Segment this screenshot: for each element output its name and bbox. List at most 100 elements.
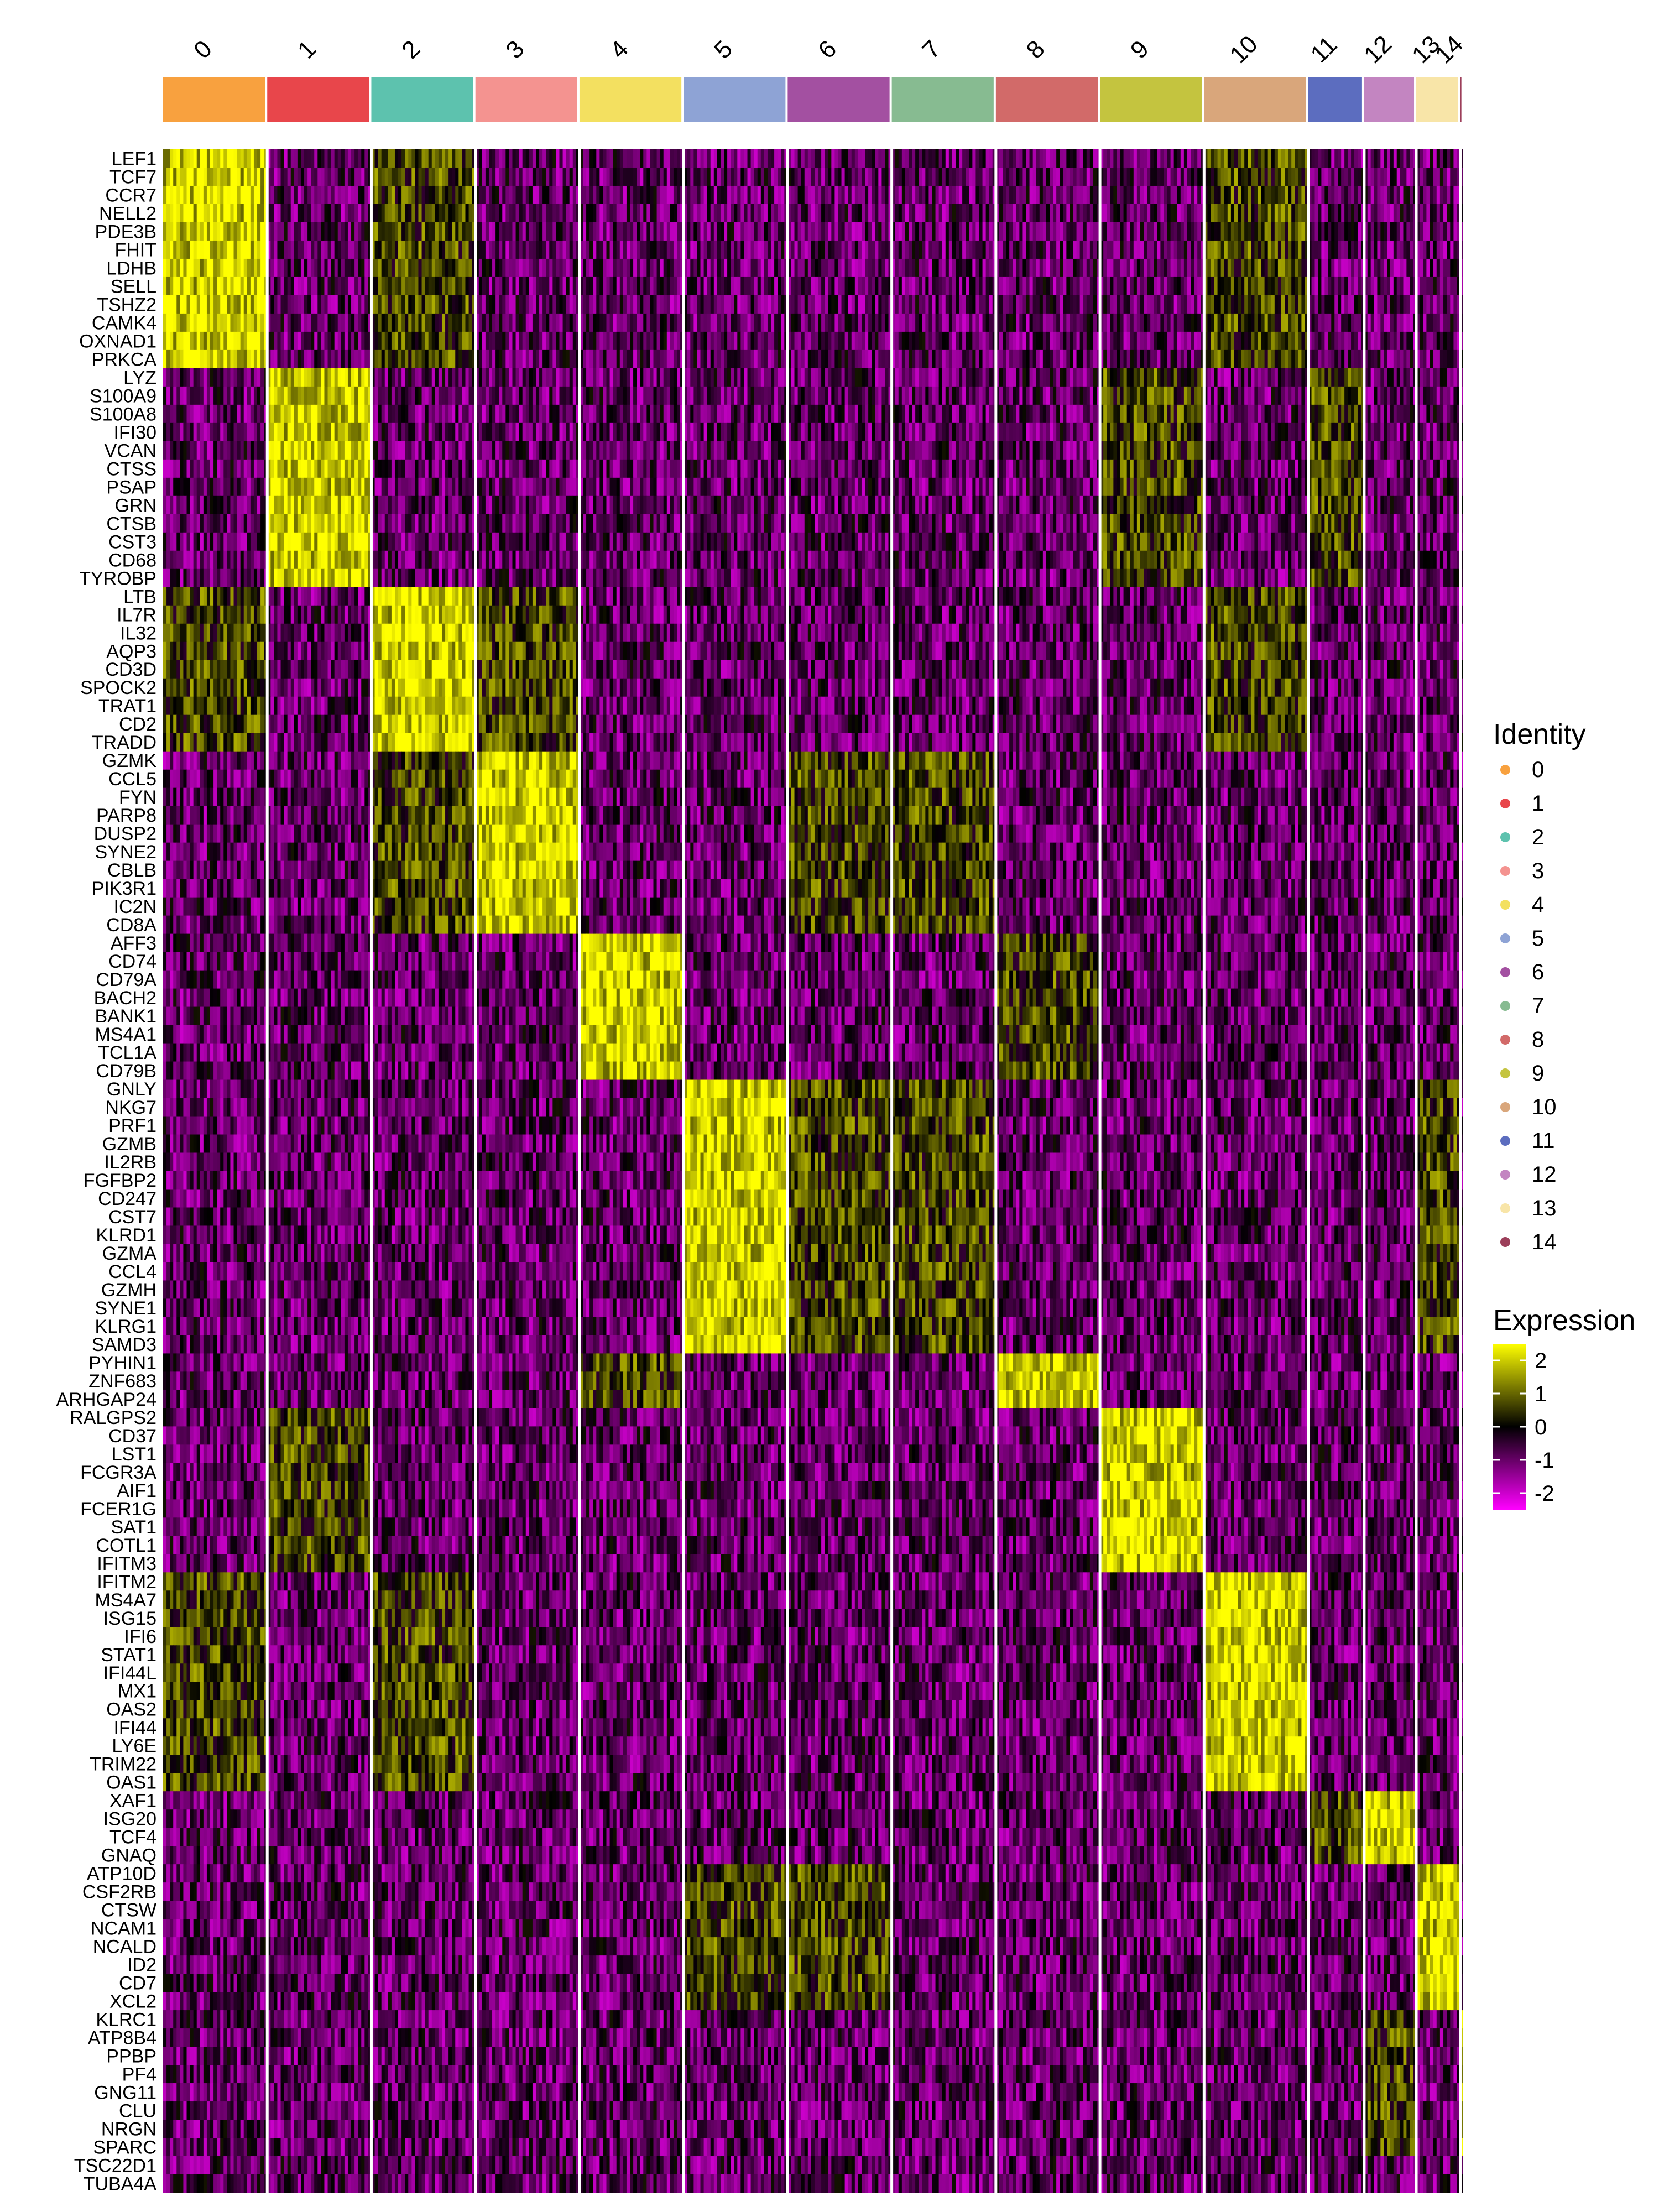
heatmap-cell	[432, 186, 436, 205]
heatmap-cell	[415, 149, 419, 168]
heatmap-cell	[1218, 186, 1222, 205]
heatmap-cell	[257, 168, 261, 186]
heatmap-cell	[1265, 186, 1269, 205]
heatmap-cell	[989, 186, 993, 205]
heatmap-cell	[281, 204, 285, 223]
heatmap-cell	[361, 259, 365, 278]
heatmap-cell	[801, 204, 805, 223]
heatmap-cell	[1406, 149, 1410, 168]
heatmap-cell	[1430, 204, 1434, 223]
heatmap-cell	[395, 241, 399, 259]
heatmap-cell	[690, 204, 694, 223]
heatmap-cell	[1318, 149, 1322, 168]
heatmap-cell	[388, 204, 392, 223]
heatmap-cell	[1406, 241, 1410, 259]
heatmap-cell	[194, 222, 197, 241]
heatmap-cell	[489, 186, 493, 205]
heatmap-cell	[599, 186, 603, 205]
heatmap-cell	[1341, 149, 1345, 168]
heatmap-cell	[1450, 149, 1454, 168]
heatmap-cell	[670, 204, 674, 223]
heatmap-cell	[704, 186, 708, 205]
heatmap-cell	[425, 149, 429, 168]
heatmap-cell	[1324, 149, 1328, 168]
heatmap-cell	[758, 241, 761, 259]
heatmap-cell	[1107, 241, 1110, 259]
heatmap-cell	[1331, 149, 1335, 168]
heatmap-cell	[328, 222, 332, 241]
heatmap-cell	[1066, 186, 1070, 205]
heatmap-cell	[190, 168, 194, 186]
heatmap-cell	[304, 222, 308, 241]
heatmap-cell	[398, 204, 402, 223]
heatmap-cell	[966, 259, 969, 278]
heatmap-cell	[1134, 204, 1138, 223]
heatmap-cell	[1231, 168, 1235, 186]
heatmap-cell	[754, 168, 758, 186]
heatmap-cell	[1271, 204, 1275, 223]
heatmap-cell	[828, 204, 832, 223]
heatmap-cell	[526, 186, 530, 205]
heatmap-cell	[204, 222, 207, 241]
heatmap-cell	[519, 149, 523, 168]
heatmap-cell	[489, 222, 493, 241]
heatmap-cell	[1426, 186, 1430, 205]
heatmap-cell	[1371, 168, 1374, 186]
heatmap-cell	[1187, 186, 1191, 205]
heatmap-cell	[284, 168, 288, 186]
heatmap-cell	[1019, 186, 1023, 205]
heatmap-cell	[1234, 186, 1238, 205]
heatmap-cell	[617, 241, 620, 259]
heatmap-cell	[922, 241, 926, 259]
heatmap-cell	[1134, 149, 1138, 168]
heatmap-cell	[1187, 222, 1191, 241]
heatmap-cell	[1301, 186, 1305, 205]
heatmap-cell	[563, 168, 567, 186]
heatmap-cell	[912, 222, 916, 241]
heatmap-cell	[220, 241, 224, 259]
heatmap-cell	[1380, 204, 1384, 223]
heatmap-cell	[223, 149, 227, 168]
heatmap-cell	[1358, 186, 1361, 205]
heatmap-cell	[959, 204, 963, 223]
heatmap-cell	[721, 149, 724, 168]
heatmap-cell	[928, 186, 932, 205]
heatmap-cell	[825, 149, 828, 168]
heatmap-cell	[163, 186, 167, 205]
heatmap-cell	[1397, 168, 1400, 186]
heatmap-cell	[1440, 186, 1444, 205]
heatmap-cell	[1390, 149, 1394, 168]
heatmap-cell	[392, 149, 395, 168]
heatmap-cell	[1009, 149, 1013, 168]
heatmap-cell	[845, 222, 849, 241]
heatmap-cell	[842, 168, 846, 186]
heatmap-cell	[1321, 186, 1325, 205]
heatmap-cell	[593, 186, 597, 205]
heatmap-cell	[1144, 222, 1147, 241]
heatmap-cell	[170, 222, 174, 241]
heatmap-cell	[516, 259, 520, 278]
heatmap-cell	[213, 222, 217, 241]
heatmap-cell	[395, 168, 399, 186]
heatmap-cell	[915, 204, 919, 223]
heatmap-cell	[831, 149, 835, 168]
heatmap-cell	[207, 259, 211, 278]
heatmap-cell	[237, 168, 241, 186]
heatmap-cell	[690, 222, 694, 241]
heatmap-cell	[825, 259, 828, 278]
heatmap-cell	[479, 259, 483, 278]
heatmap-cell	[187, 186, 191, 205]
heatmap-cell	[650, 204, 654, 223]
heatmap-cell	[1231, 222, 1235, 241]
heatmap-cell	[408, 204, 412, 223]
heatmap-cell	[613, 186, 617, 205]
heatmap-cell	[204, 149, 207, 168]
heatmap-cell	[244, 222, 248, 241]
heatmap-cell	[1164, 222, 1167, 241]
heatmap-cell	[1234, 204, 1238, 223]
heatmap-cell	[408, 241, 412, 259]
heatmap-cell	[852, 222, 855, 241]
heatmap-cell	[348, 204, 352, 223]
heatmap-cell	[862, 204, 865, 223]
heatmap-cell	[936, 186, 940, 205]
